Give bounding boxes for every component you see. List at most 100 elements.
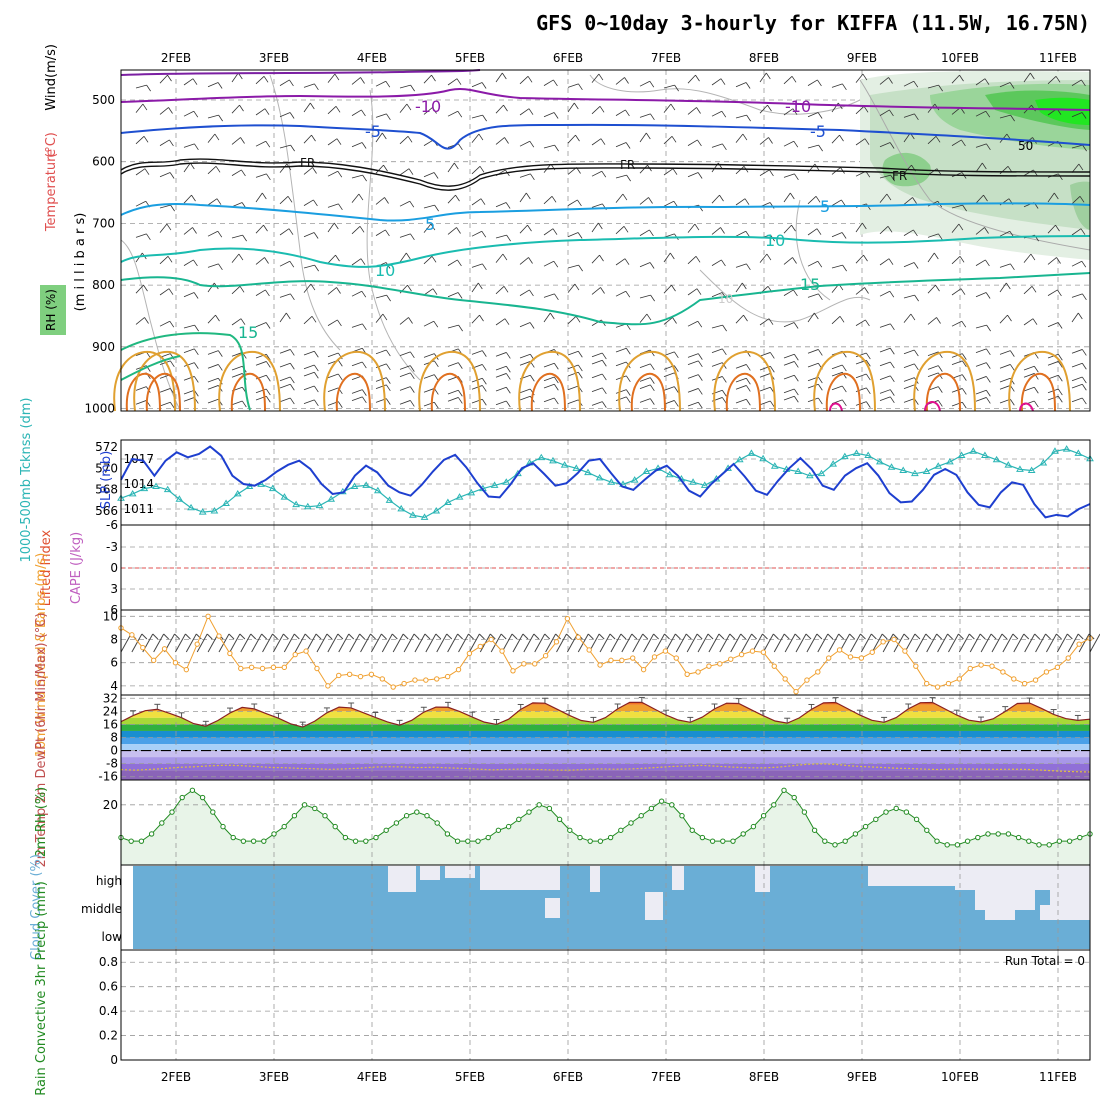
wind-barb bbox=[687, 360, 699, 365]
wind-barb-flag bbox=[698, 374, 703, 381]
wind-barb-flag bbox=[410, 351, 415, 359]
thickness-point bbox=[992, 455, 1001, 463]
wind-barb-flag bbox=[169, 172, 175, 179]
wind10m-barb-flag bbox=[272, 633, 278, 640]
wind-barb bbox=[783, 224, 792, 234]
wind-barb-flag bbox=[578, 264, 583, 272]
wind-barb-flag bbox=[936, 168, 942, 175]
wind-barb bbox=[807, 228, 818, 236]
axis-label-cape: CAPE (J/kg) bbox=[69, 532, 84, 604]
wind-barb-flag bbox=[333, 222, 339, 230]
wind-barb bbox=[711, 78, 722, 86]
wind-barb bbox=[423, 288, 434, 296]
wind10m-barb bbox=[294, 633, 306, 653]
wind-barb-flag bbox=[1082, 144, 1087, 152]
wind-barb bbox=[615, 389, 627, 394]
cloud-row-label: high bbox=[96, 874, 122, 888]
thickness-point bbox=[292, 500, 301, 508]
wind-barb-flag bbox=[935, 284, 940, 292]
wind-barb bbox=[351, 193, 360, 203]
wind10m-point bbox=[455, 666, 462, 673]
wind-barb-flag bbox=[890, 361, 895, 369]
temp-band bbox=[121, 750, 1090, 758]
wind-barb-flag bbox=[1082, 349, 1087, 356]
wind10m-barb-flag bbox=[457, 633, 463, 640]
wind-barb-flag bbox=[722, 376, 727, 383]
wind-barb bbox=[375, 113, 387, 118]
isotherm-freezing bbox=[120, 158, 1091, 187]
thickness-point bbox=[794, 467, 803, 475]
wind-barb-flag bbox=[649, 229, 654, 237]
wind-barb bbox=[759, 253, 768, 263]
date-label-top: 8FEB bbox=[749, 51, 779, 65]
precip-tick: 0.2 bbox=[99, 1029, 118, 1043]
wind10m-barb bbox=[316, 633, 328, 653]
wind-barb-flag bbox=[722, 397, 727, 404]
wind-barb-flag bbox=[410, 84, 415, 92]
axis-label-cloud-cover: Cloud Cover (%) bbox=[29, 854, 44, 960]
wind-barb-flag bbox=[769, 169, 774, 177]
wind-barb-flag bbox=[266, 173, 271, 181]
wind-barb-flag bbox=[410, 400, 415, 407]
wind-barb bbox=[903, 262, 915, 268]
wind-barb-flag bbox=[648, 197, 653, 204]
wind-barb-flag bbox=[866, 373, 871, 381]
wind-barb-flag bbox=[623, 226, 629, 233]
wind-barb bbox=[591, 254, 600, 264]
wind-barb bbox=[279, 312, 287, 323]
wind-barb bbox=[999, 385, 1011, 390]
wind-barb-flag bbox=[602, 387, 607, 395]
wind10m-barb bbox=[175, 633, 186, 653]
wind10m-barb bbox=[425, 633, 437, 653]
wind-barb-flag bbox=[1033, 169, 1038, 177]
wind-barb-flag bbox=[625, 142, 631, 149]
wind-barb-flag bbox=[887, 226, 893, 233]
wind-barb-flag bbox=[959, 256, 965, 263]
wind-barb bbox=[399, 351, 411, 356]
wind-barb bbox=[1023, 286, 1033, 295]
wind-barb bbox=[783, 108, 794, 116]
wind-barb-flag bbox=[410, 233, 415, 241]
wind-barb-flag bbox=[578, 351, 583, 358]
date-label-top: 10FEB bbox=[941, 51, 979, 65]
wind10m-point bbox=[314, 665, 320, 672]
date-label-top: 3FEB bbox=[259, 51, 289, 65]
wind10m-barb-flag bbox=[925, 633, 932, 640]
pressure-tick: 500 bbox=[92, 93, 115, 107]
wind-barb bbox=[255, 76, 265, 85]
wind10m-barb-flag bbox=[958, 633, 964, 640]
wind10m-barb bbox=[850, 633, 861, 653]
wind10m-barb bbox=[1067, 633, 1079, 653]
wind-barb-flag bbox=[721, 259, 726, 267]
wind-barb-flag bbox=[385, 229, 390, 237]
wind-barb-flag bbox=[842, 385, 847, 393]
wind-barb-flag bbox=[506, 400, 511, 408]
precip-tick: 0.8 bbox=[99, 955, 118, 969]
wind-barb-flag bbox=[914, 349, 919, 357]
wind10m-barb-flag bbox=[620, 633, 627, 640]
wind-barb-flag bbox=[674, 386, 679, 393]
wind10m-barb bbox=[229, 633, 241, 653]
wind-barb-flag bbox=[386, 349, 391, 357]
wind-barb bbox=[927, 84, 939, 89]
rh2m-point bbox=[740, 831, 746, 837]
wind-barb bbox=[663, 317, 673, 325]
wind10m-barb-flag bbox=[1066, 633, 1073, 640]
isotherm-labels: -10 -10 -5 -5 FR FR FR 5 5 10 10 10 15 1… bbox=[238, 97, 907, 342]
wind-barb-flag bbox=[698, 360, 703, 368]
rh2m-point bbox=[862, 823, 869, 830]
wind-barb bbox=[711, 362, 723, 367]
wind-barb-flag bbox=[409, 200, 415, 208]
wind-barb-flag bbox=[266, 361, 271, 368]
wind10m-barb-flag bbox=[283, 633, 289, 640]
rh2m-point bbox=[363, 838, 369, 844]
wind10m-point bbox=[150, 657, 157, 664]
rh2m-point bbox=[975, 834, 981, 841]
wind-barb-flag bbox=[650, 294, 655, 302]
wind-barb bbox=[807, 312, 815, 323]
thickness-point bbox=[327, 495, 336, 502]
wind10m-barb bbox=[196, 633, 208, 653]
wind-barb-flag bbox=[698, 402, 703, 409]
wind-barb-flag bbox=[312, 167, 317, 174]
wind-barb bbox=[255, 257, 265, 265]
